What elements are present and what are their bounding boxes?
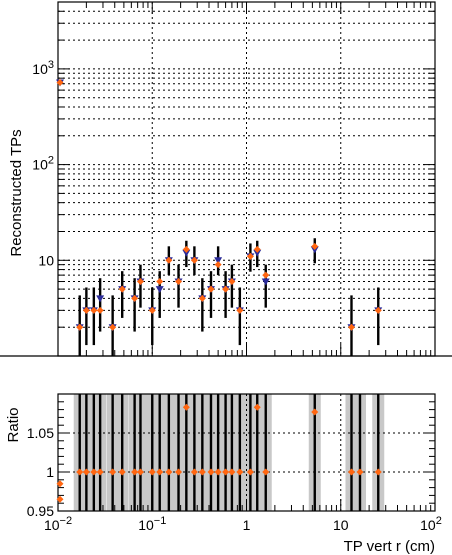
ratio-data-point [246,468,254,476]
data-point-diamond [109,323,117,331]
data-point-diamond [56,79,64,87]
ratio-data-point [356,468,364,476]
data-point-diamond [262,271,270,279]
data-point-diamond [118,285,126,293]
data-point-triangle [310,246,319,254]
data-point-diamond [175,278,183,286]
ratio-data-point [156,468,164,476]
ratio-data-point [262,468,270,476]
ratio-x-tick-label: 10−1 [138,515,166,533]
data-point-diamond [190,256,198,264]
ratio-data-point [190,468,198,476]
ratio-y-tick-label: 1.05 [27,425,54,441]
top-y-tick-label: 102 [32,155,54,173]
data-point-diamond [136,278,144,286]
top-y-tick-label: 103 [32,59,54,77]
ratio-x-tick-label: 10−2 [44,515,72,533]
data-point-diamond [131,294,139,302]
ratio-data-point [118,468,126,476]
data-point-triangle [253,249,262,257]
ratio-data-point [56,480,64,488]
ratio-data-point [198,468,206,476]
data-point-diamond [76,323,84,331]
data-point-diamond [182,245,190,253]
data-point-diamond [82,306,90,314]
ratio-data-point [236,468,244,476]
data-point-diamond [90,306,98,314]
data-point-diamond [246,252,254,260]
data-point-triangle [261,278,270,286]
top-y-tick-label: 10 [38,252,54,268]
data-point-triangle [155,286,164,294]
ratio-data-point [148,468,156,476]
main-plot-panel: 10 102 103 [32,1,436,357]
data-point-diamond [311,242,319,250]
data-point-diamond [374,306,382,314]
ratio-data-point [82,468,90,476]
data-point-diamond [253,245,261,253]
ratio-y-tick-label: 0.95 [27,503,54,519]
data-point-diamond [198,294,206,302]
ratio-data-point [222,468,230,476]
data-point-diamond [148,306,156,314]
ratio-x-tick-label: 1 [243,517,251,533]
ratio-x-tick-label: 10 [333,517,349,533]
ratio-data-point [311,408,319,416]
ratio-data-point [109,468,117,476]
x-axis-title: TP vert r (cm) [344,538,435,555]
ratio-data-point [96,468,104,476]
top-y-axis-title: Reconstructed TPs [8,129,25,256]
ratio-data-point [207,468,215,476]
ratio-y-axis-title: Ratio [5,407,22,442]
data-point-triangle [182,249,191,257]
ratio-data-point [90,468,98,476]
data-point-triangle [96,295,105,303]
ratio-data-point [214,468,222,476]
ratio-plot-panel: 0.95 1 1.05 10−2 10−1 1 10 102 [27,393,442,533]
ratio-data-point [131,468,139,476]
data-point-diamond [214,261,222,269]
ratio-data-point [182,403,190,411]
data-point-diamond [228,278,236,286]
data-point-diamond [347,323,355,331]
ratio-x-tick-label: 102 [420,515,442,533]
ratio-data-point [228,468,236,476]
data-point-triangle [214,257,223,265]
ratio-y-tick-label: 1 [46,464,54,480]
ratio-data-point [136,468,144,476]
ratio-data-point [374,468,382,476]
ratio-data-point [76,468,84,476]
ratio-data-point [56,495,64,503]
data-point-diamond [96,306,104,314]
ratio-data-point [175,468,183,476]
data-point-diamond [156,278,164,286]
ratio-data-point [165,468,173,476]
data-point-diamond [236,306,244,314]
data-point-diamond [207,285,215,293]
data-point-diamond [222,285,230,293]
ratio-data-point [253,403,261,411]
data-point-diamond [165,256,173,264]
ratio-data-point [347,468,355,476]
